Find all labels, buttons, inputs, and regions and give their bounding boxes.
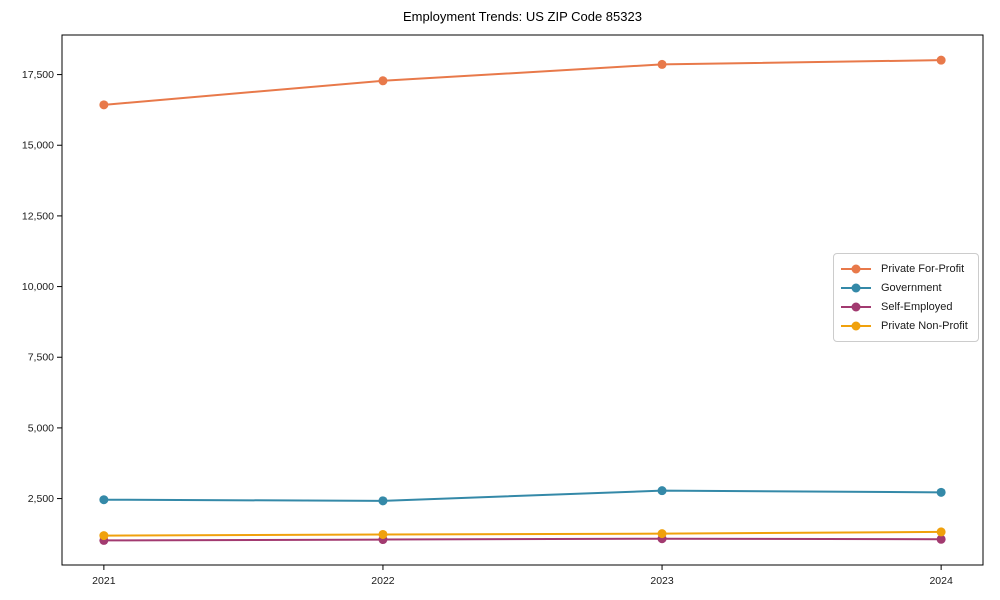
- series-marker-0: [99, 100, 109, 110]
- series-marker-0: [378, 76, 388, 86]
- legend-label: Private For-Profit: [881, 262, 965, 275]
- series-line-2: [103, 537, 942, 542]
- series-marker-1: [99, 495, 109, 505]
- x-tick-label: 2021: [92, 575, 116, 587]
- series-marker-0: [936, 55, 946, 65]
- x-tick-label: 2022: [371, 575, 395, 587]
- legend-label: Private Non-Profit: [881, 320, 968, 333]
- y-tick-label: 12,500: [22, 210, 54, 222]
- series-line-1: [103, 489, 942, 502]
- axes-frame: [61, 34, 984, 566]
- series-marker-1: [657, 486, 667, 496]
- legend-item-0: Private For-Profit: [840, 259, 972, 278]
- series-marker-1: [378, 496, 388, 506]
- series-marker-3: [657, 529, 667, 539]
- legend-marker-icon: [841, 283, 871, 293]
- series-marker-1: [936, 487, 946, 497]
- legend-label: Government: [881, 281, 942, 294]
- legend: Private For-Profit Government Self-Employe…: [833, 253, 979, 342]
- legend-marker-icon: [841, 302, 871, 312]
- legend-item-2: Self-Employed: [840, 298, 972, 317]
- x-tick-label: 2023: [650, 575, 674, 587]
- series-marker-3: [99, 531, 109, 541]
- legend-item-1: Government: [840, 278, 972, 297]
- legend-marker-icon: [841, 264, 871, 274]
- series-line-3: [103, 530, 942, 537]
- series-line-0: [103, 59, 942, 106]
- series-marker-3: [378, 529, 388, 539]
- y-tick-label: 2,500: [28, 493, 54, 505]
- y-tick-label: 17,500: [22, 69, 54, 81]
- chart-title: Employment Trends: US ZIP Code 85323: [403, 9, 642, 24]
- legend-label: Self-Employed: [881, 301, 953, 314]
- y-tick-label: 10,000: [22, 281, 54, 293]
- y-tick-label: 7,500: [28, 352, 54, 364]
- series-marker-3: [936, 527, 946, 537]
- x-tick-label: 2024: [929, 575, 953, 587]
- y-tick-label: 15,000: [22, 140, 54, 152]
- series-marker-0: [657, 59, 667, 69]
- series-marker-2: [936, 534, 946, 544]
- legend-item-3: Private Non-Profit: [840, 317, 972, 336]
- legend-marker-icon: [841, 321, 871, 331]
- y-tick-label: 5,000: [28, 422, 54, 434]
